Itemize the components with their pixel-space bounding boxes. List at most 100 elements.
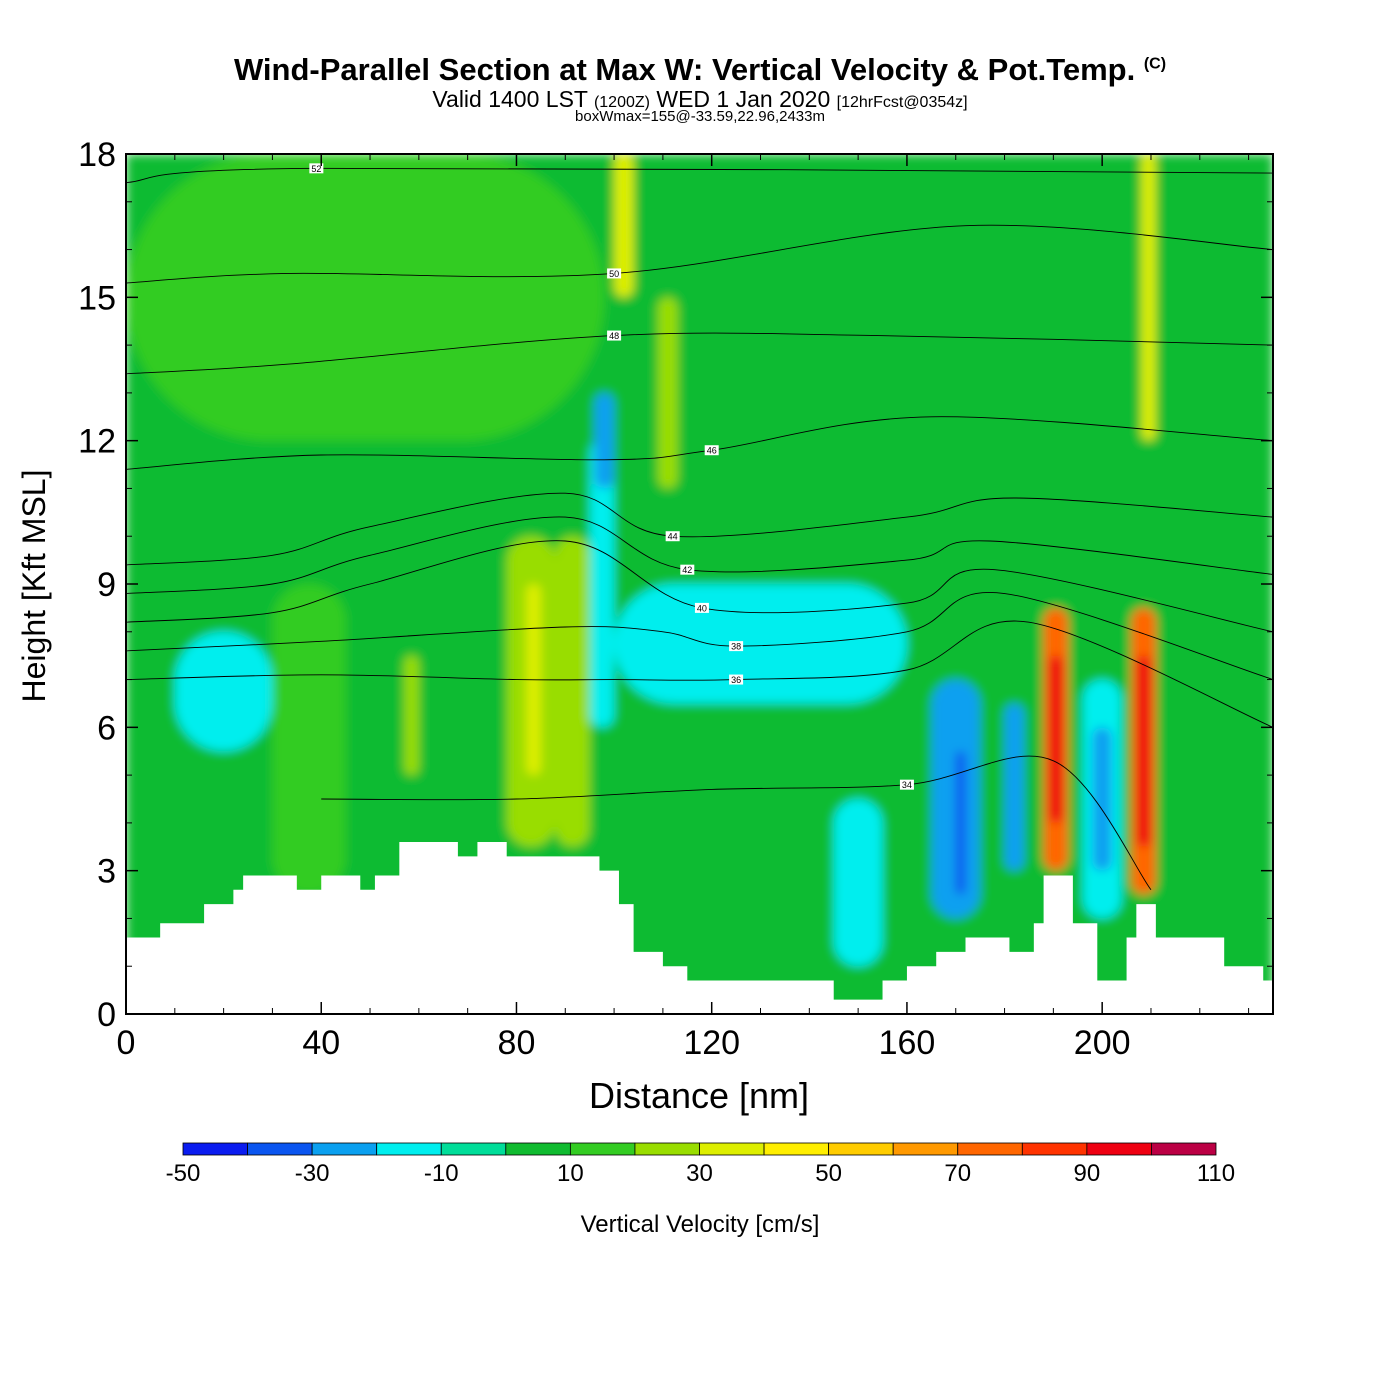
forecast-info: [12hrFcst@0354z]: [836, 94, 968, 111]
colorbar-label: Vertical Velocity [cm/s]: [581, 1211, 820, 1238]
contour-label-bg: [729, 641, 744, 652]
theta-contours: 34 36 38 40 42 44 46 48 50 52: [126, 163, 1273, 891]
velocity-field: [126, 154, 1273, 1014]
colorbar-swatch: [1021, 1142, 1088, 1156]
y-tick-label: 9: [97, 566, 116, 604]
x-tick-label: 120: [683, 1024, 740, 1062]
colorbar-swatch: [569, 1142, 636, 1156]
colorbar-swatch: [1151, 1142, 1217, 1156]
colorbar-tick-label: -30: [295, 1160, 330, 1187]
chart-subtitle: Valid 1400 LST (1200Z) WED 1 Jan 2020 [1…: [0, 86, 1400, 113]
contour-label-bg: [607, 330, 622, 341]
velocity-cell: [614, 584, 907, 704]
contour-label: 44: [668, 532, 678, 542]
velocity-cell: [1092, 727, 1112, 871]
y-tick-label: 0: [97, 996, 116, 1034]
colorbar-tick-label: 70: [944, 1160, 971, 1187]
theta-contour-48: [126, 332, 1273, 375]
velocity-cell: [174, 631, 273, 752]
velocity-cell: [594, 392, 615, 489]
valid-date: WED 1 Jan 2020: [656, 86, 831, 112]
theta-contour-44: [126, 492, 1273, 566]
theta-contour-36: [126, 620, 1273, 728]
theta-contour-50: [126, 224, 1273, 284]
contour-label-bg: [607, 268, 622, 279]
contour-label-bg: [309, 163, 324, 174]
colorbar-swatch: [247, 1142, 313, 1156]
colorbar-swatch: [828, 1142, 894, 1156]
x-tick-label: 80: [498, 1024, 536, 1062]
colorbar-swatch: [1086, 1142, 1152, 1156]
velocity-cell: [658, 297, 678, 489]
chart-title-text: Wind-Parallel Section at Max W: Vertical…: [233, 52, 1136, 87]
colorbar-tick-label: -50: [166, 1160, 201, 1187]
theta-contour-42: [126, 516, 1273, 595]
contour-label-bg: [729, 674, 744, 685]
y-tick-label: 6: [97, 709, 116, 747]
y-tick-label: 15: [78, 279, 116, 317]
contour-label: 50: [609, 269, 619, 279]
copyright-mark: (C): [1143, 55, 1167, 73]
velocity-cell: [272, 584, 346, 895]
y-axis-label: Height [Kft MSL]: [16, 470, 52, 703]
colorbar-swatch: [892, 1142, 959, 1156]
velocity-cell: [614, 154, 634, 298]
velocity-cell: [555, 536, 590, 847]
colorbar-swatch: [763, 1142, 830, 1156]
theta-contour-46: [126, 416, 1273, 470]
x-axis-label: Distance [nm]: [589, 1075, 809, 1116]
colorbar-tick-label: 90: [1074, 1160, 1101, 1187]
colorbar-tick-label: 50: [815, 1160, 842, 1187]
velocity-cell: [404, 655, 419, 776]
colorbar-swatch: [699, 1142, 765, 1156]
velocity-cell: [833, 799, 883, 967]
contour-label: 52: [311, 164, 321, 174]
contour-label: 40: [697, 603, 707, 613]
colorbar-tick-label: 30: [686, 1160, 713, 1187]
valid-time: Valid 1400 LST: [432, 86, 588, 112]
colorbar-swatch: [311, 1142, 378, 1156]
colorbar-tick-label: 10: [557, 1160, 584, 1187]
velocity-cell: [1004, 703, 1025, 871]
chart-title: Wind-Parallel Section at Max W: Vertical…: [0, 52, 1400, 88]
colorbar: -50 -30 -10 10 30 50 70 90 110: [166, 1142, 1235, 1187]
colorbar-swatch: [505, 1142, 571, 1156]
colorbar-swatch: [182, 1142, 248, 1156]
y-tick-label: 3: [97, 853, 116, 891]
plot-area: 34 36 38 40 42 44 46 48 50 52: [126, 154, 1273, 1014]
box-wmax-note: boxWmax=155@-33.59,22.96,2433m: [575, 108, 825, 125]
velocity-cell: [1048, 655, 1064, 823]
velocity-cell: [1136, 655, 1151, 847]
y-tick-label: 12: [78, 423, 116, 461]
x-tick-label: 40: [302, 1024, 340, 1062]
velocity-cell: [955, 751, 966, 895]
contour-label-bg: [680, 564, 695, 575]
colorbar-swatch: [376, 1142, 442, 1156]
terrain-profile: [126, 842, 1273, 1014]
x-tick-label: 160: [879, 1024, 936, 1062]
contour-label-bg: [694, 602, 709, 613]
colorbar-tick-label: 110: [1197, 1160, 1235, 1187]
velocity-cell: [589, 440, 615, 728]
theta-contour-40: [126, 540, 1273, 633]
contour-label: 36: [731, 675, 741, 685]
velocity-cell: [126, 154, 605, 441]
y-tick-label: 18: [78, 136, 116, 174]
x-tick-label: 0: [117, 1024, 136, 1062]
colorbar-swatch: [957, 1142, 1023, 1156]
contour-label: 38: [731, 642, 741, 652]
contour-label: 48: [609, 331, 619, 341]
contour-label-bg: [899, 779, 914, 790]
colorbar-tick-label: -10: [424, 1160, 459, 1187]
colorbar-swatch: [440, 1142, 507, 1156]
colorbar-swatch: [634, 1142, 700, 1156]
contour-label-bg: [665, 531, 680, 542]
contour-label-bg: [704, 445, 719, 456]
theta-contour-38: [126, 592, 1273, 680]
contour-label: 46: [707, 446, 717, 456]
valid-zulu: (1200Z): [593, 94, 650, 111]
theta-contour-34: [321, 755, 1152, 891]
velocity-cell: [1141, 154, 1156, 441]
